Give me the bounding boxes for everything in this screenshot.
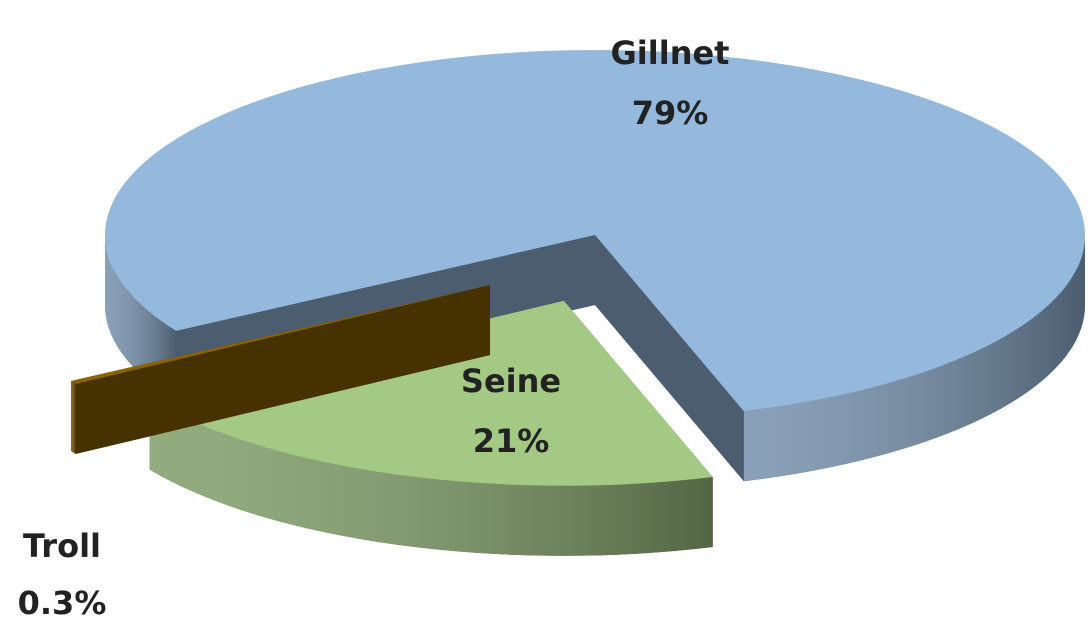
slice-side-shade [743, 235, 1085, 482]
pie [71, 49, 1086, 556]
slice [105, 49, 1085, 412]
slice-value-label: 79% [632, 94, 709, 132]
slice-value-label: 0.3% [18, 584, 107, 622]
labels: Gillnet 79% Seine 21% Troll 0.3% [18, 34, 730, 622]
slice-value-label: 21% [473, 422, 550, 460]
slice-side-shade [71, 380, 76, 454]
slice-label: Seine [461, 362, 561, 400]
slice-side-shade [105, 235, 177, 401]
slice-side-shade [149, 399, 713, 556]
slice-label: Troll [23, 527, 101, 565]
slice-wall [595, 235, 744, 482]
slice [71, 285, 491, 384]
slice [149, 300, 713, 486]
slice-label: Gillnet [611, 34, 730, 72]
slice-wall [71, 285, 491, 451]
